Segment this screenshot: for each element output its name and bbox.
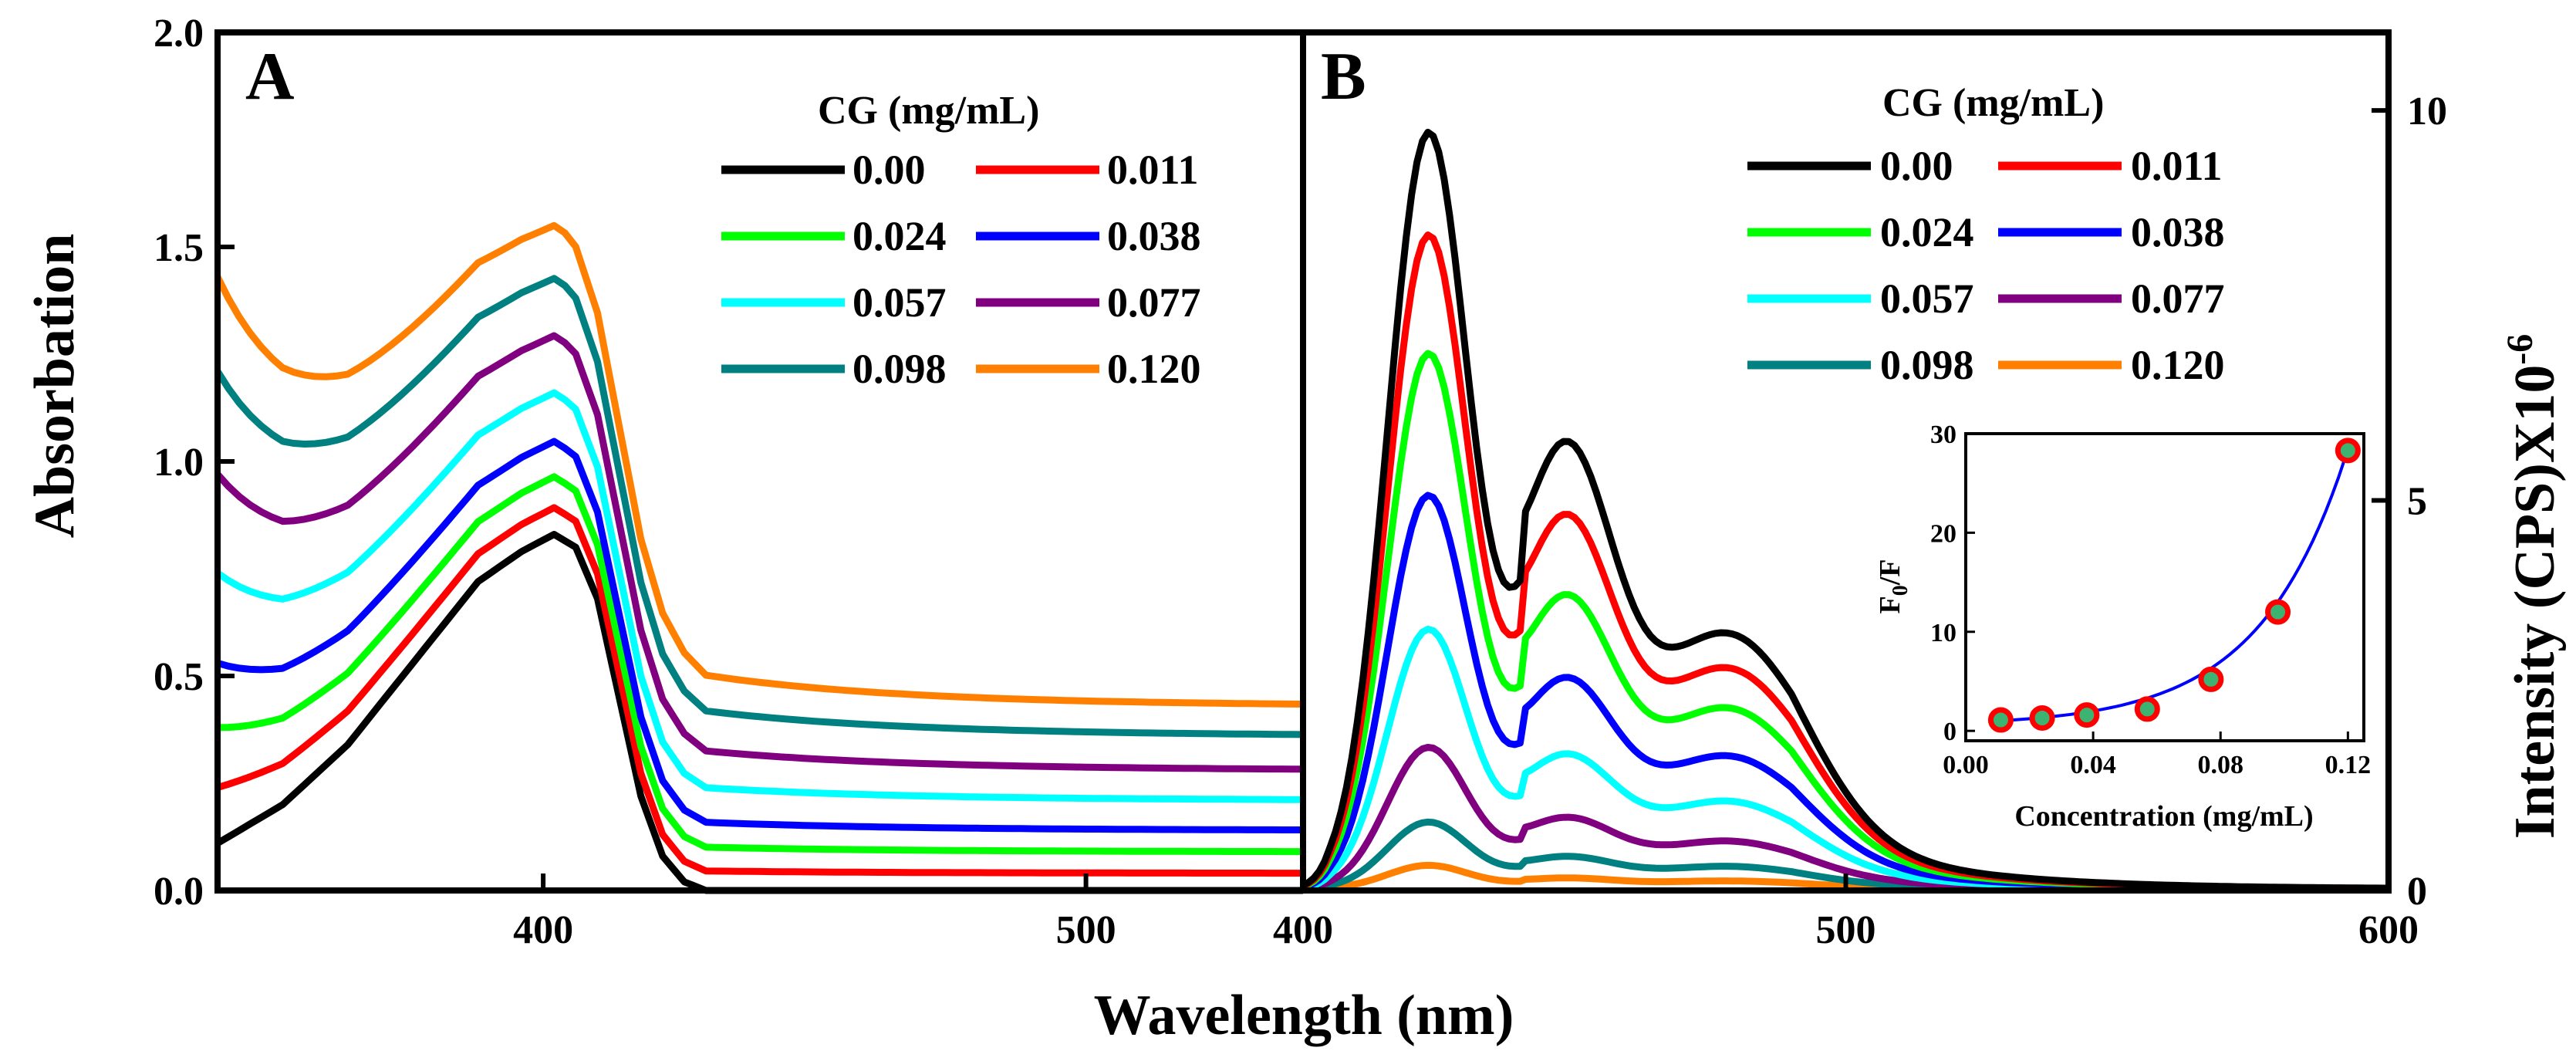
- panel-a-legend-label-0.098: 0.098: [852, 346, 947, 392]
- panel-a: 0.0 0.5 1.0 1.5 2.0 400 500 A Absorbation CG …: [23, 12, 1306, 952]
- inset-y-tick-label: 30: [1930, 421, 1956, 449]
- panel-a-legend-label-0.024: 0.024: [852, 213, 947, 259]
- inset-y-tick-label: 20: [1930, 519, 1956, 548]
- inset-x-tick-label: 0.00: [1943, 751, 1989, 779]
- panel-a-series-line-0.00: [215, 531, 1303, 894]
- inset-fit-line: [2000, 458, 2347, 722]
- panel-b-legend-title: CG (mg/mL): [1882, 81, 2104, 125]
- panel-b-x-tick-label: 500: [1816, 908, 1876, 952]
- panel-a-series-line-0.038: [216, 438, 1303, 833]
- inset-chart: 0 10 20 30 0.00 0.04 0.08 0.12 Concentration (…: [1874, 421, 2371, 833]
- panel-a-y-tick-label: 0.0: [154, 870, 204, 914]
- inset-data-point: [2335, 438, 2361, 464]
- inset-y-axis-title: F0/F: [1874, 559, 1913, 614]
- panel-a-y-tick-label: 1.0: [154, 441, 204, 485]
- inset-y-axis-title-tail: /F: [1874, 559, 1906, 586]
- inset-x-tick-label: 0.04: [2070, 751, 2116, 779]
- panel-a-y-axis-title: Absorbation: [23, 234, 86, 539]
- inset-y-ticks: 0 10 20 30: [1930, 421, 1975, 746]
- panel-b-legend-label-0.024: 0.024: [1880, 209, 1974, 255]
- inset-y-tick-label: 10: [1930, 619, 1956, 647]
- panel-a-y-tick-label: 0.5: [154, 655, 204, 699]
- panel-a-series: [214, 221, 1304, 894]
- panel-a-legend-label-0.057: 0.057: [852, 279, 947, 326]
- panel-a-y-tick-label: 1.5: [154, 226, 204, 270]
- inset-x-tick-label: 0.08: [2197, 751, 2243, 779]
- inset-y-axis-title-sub: 0: [1889, 585, 1913, 596]
- panel-a-label: A: [245, 39, 295, 114]
- panel-b-x-tick-label: 400: [1273, 908, 1333, 952]
- panel-b-legend-label-0.098: 0.098: [1880, 342, 1974, 388]
- panel-a-legend: CG (mg/mL) 0.00 0.011 0.024 0.038 0.057 0.077…: [721, 89, 1201, 392]
- inset-data-point: [2198, 666, 2224, 692]
- panel-a-legend-label-0.011: 0.011: [1107, 147, 1199, 193]
- inset-data-point: [1987, 707, 2014, 733]
- panel-a-series-line-0.024: [217, 473, 1303, 856]
- inset-points: [1987, 438, 2361, 733]
- panel-a-legend-title: CG (mg/mL): [818, 89, 1039, 133]
- panel-a-series-line-0.120: [214, 221, 1304, 708]
- inset-data-point: [2265, 599, 2291, 625]
- panel-b-legend-label-0.038: 0.038: [2131, 209, 2225, 255]
- inset-y-axis-title-main: F: [1874, 596, 1906, 613]
- panel-a-legend-label-0.00: 0.00: [852, 147, 926, 193]
- panel-b-legend-label-0.077: 0.077: [2131, 275, 2225, 322]
- panel-b-y-tick-label: 0: [2407, 870, 2427, 914]
- panel-b-label: B: [1321, 39, 1366, 114]
- panel-b-y-tick-label: 5: [2407, 480, 2427, 524]
- x-axis-title: Wavelength (nm): [1094, 984, 1514, 1047]
- panel-b-y-ticks: 0 5 10: [2372, 90, 2447, 914]
- inset-x-tick-label: 0.12: [2325, 751, 2372, 779]
- panel-a-series-line-0.057: [215, 389, 1304, 803]
- panel-b-y-tick-label: 10: [2407, 90, 2447, 133]
- panel-a-legend-label-0.077: 0.077: [1107, 279, 1201, 326]
- inset-data-point: [2029, 705, 2055, 731]
- inset-fit-curve: [2000, 458, 2347, 722]
- panel-a-y-tick-label: 2.0: [154, 12, 204, 56]
- inset-background: [1966, 434, 2364, 741]
- panel-b-legend-label-0.00: 0.00: [1880, 143, 1953, 189]
- panel-b-x-ticks: 400 500 600: [1273, 873, 2419, 952]
- panel-b: 0 5 10 400 500 600 B Intensity (CPS)X10-6 CG…: [1273, 29, 2567, 952]
- panel-a-series-line-0.011: [216, 504, 1303, 877]
- panel-b-y-axis-title-exponent: -6: [2500, 334, 2541, 365]
- panel-b-legend: CG (mg/mL) 0.00 0.011 0.024 0.038 0.057 0.077…: [1747, 81, 2225, 388]
- panel-a-series-line-0.098: [214, 275, 1304, 738]
- inset-data-point: [2074, 702, 2100, 728]
- panel-b-series-line-0.00: [1301, 128, 2389, 892]
- inset-data-point: [2134, 696, 2160, 722]
- panel-a-x-tick-label: 500: [1056, 908, 1116, 952]
- inset-frame: [1964, 432, 2365, 742]
- panel-a-legend-label-0.120: 0.120: [1107, 346, 1201, 392]
- panel-a-series-line-0.077: [214, 332, 1304, 773]
- panel-a-y-ticks: 0.0 0.5 1.0 1.5 2.0: [154, 12, 235, 914]
- panel-b-y-axis-title: Intensity (CPS)X10-6: [2500, 334, 2567, 840]
- panel-b-legend-label-0.120: 0.120: [2131, 342, 2225, 388]
- panel-a-x-ticks: 400 500: [513, 873, 1116, 952]
- panel-a-x-tick-label: 400: [513, 908, 573, 952]
- panel-b-x-tick-label: 600: [2358, 908, 2419, 952]
- panel-b-y-axis-title-main: Intensity (CPS)X10: [2503, 365, 2567, 840]
- panel-a-legend-label-0.038: 0.038: [1107, 213, 1201, 259]
- panel-b-legend-label-0.057: 0.057: [1880, 275, 1974, 322]
- inset-x-ticks: 0.00 0.04 0.08 0.12: [1943, 732, 2371, 779]
- inset-y-tick-label: 0: [1943, 718, 1956, 746]
- panel-b-legend-label-0.011: 0.011: [2131, 143, 2223, 189]
- inset-x-axis-title: Concentration (mg/mL): [2014, 800, 2313, 833]
